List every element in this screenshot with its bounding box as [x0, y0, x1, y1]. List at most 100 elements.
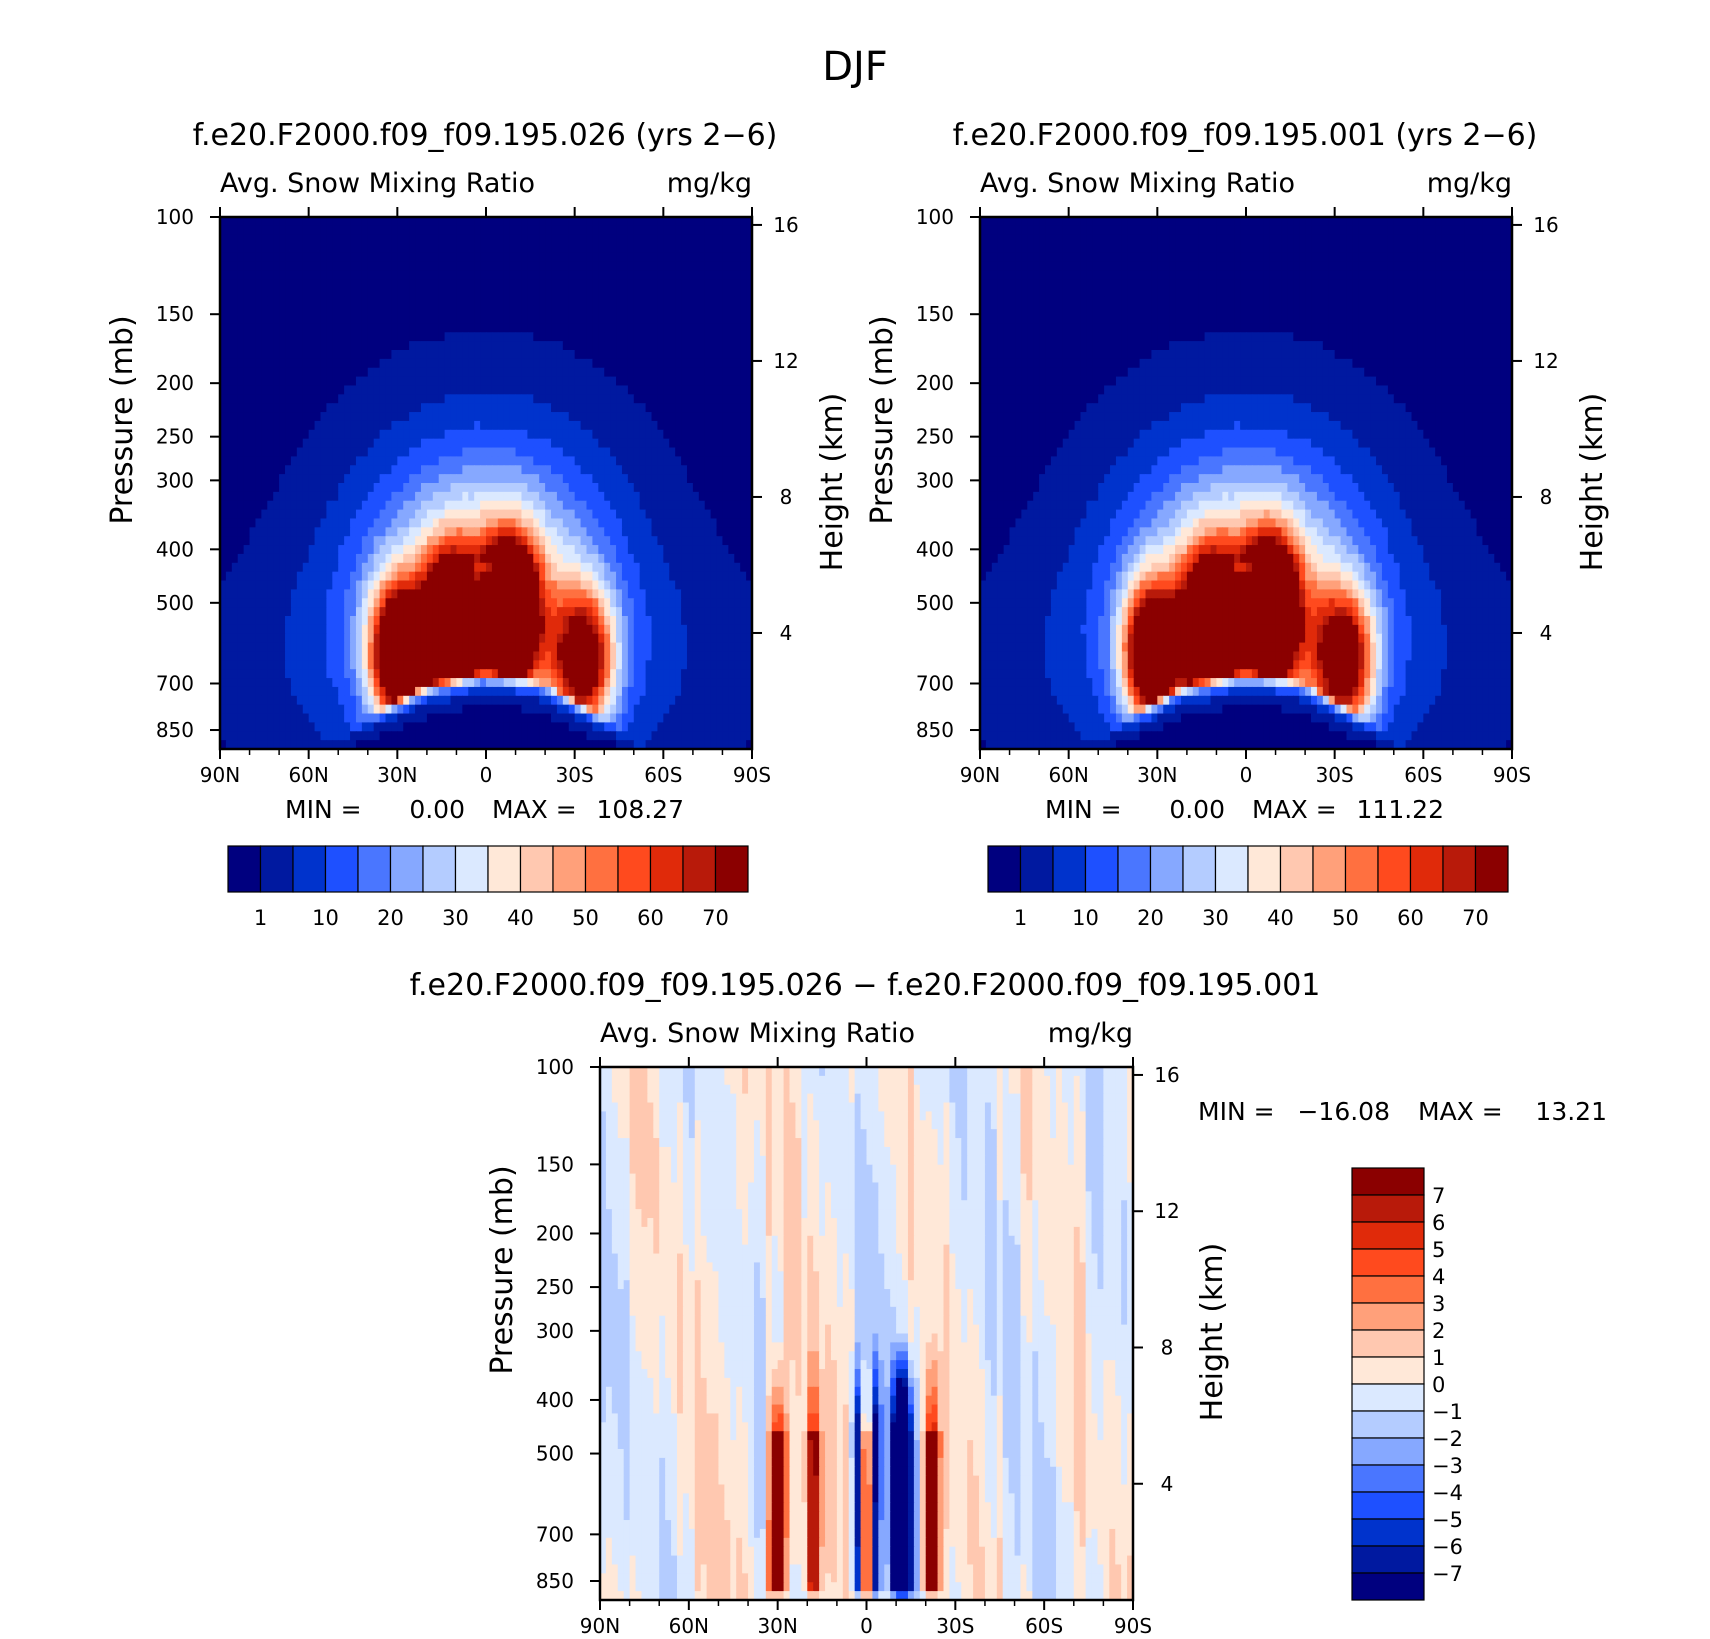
heatmap-cell	[332, 536, 339, 546]
heatmap-cell	[296, 305, 304, 316]
heatmap-cell	[675, 571, 682, 582]
heatmap-cell	[338, 358, 345, 369]
heatmap-cell	[332, 686, 339, 697]
heatmap-cell	[361, 616, 369, 626]
heatmap-cell	[462, 678, 469, 688]
heatmap-cell	[308, 429, 316, 440]
heatmap-cell	[432, 447, 440, 457]
heatmap-cell	[639, 616, 647, 626]
heatmap-cell	[302, 491, 310, 502]
heatmap-cell	[261, 243, 268, 254]
heatmap-cell	[332, 651, 339, 661]
heatmap-cell	[551, 323, 558, 333]
heatmap-cell	[533, 314, 540, 324]
heatmap-cell	[728, 420, 735, 431]
heatmap-cell	[627, 527, 635, 537]
heatmap-cell	[468, 474, 475, 484]
heatmap-cell	[515, 358, 523, 369]
heatmap-cell	[261, 669, 268, 679]
heatmap-cell	[397, 296, 404, 307]
heatmap-cell	[279, 252, 286, 262]
heatmap-cell	[444, 660, 452, 670]
heatmap-cell	[456, 438, 463, 449]
heatmap-cell	[580, 341, 588, 351]
heatmap-cell	[610, 376, 617, 387]
heatmap-cell	[450, 314, 458, 324]
heatmap-cell	[415, 607, 422, 617]
heatmap-cell	[237, 403, 245, 413]
heatmap-cell	[220, 580, 227, 590]
heatmap-cell	[438, 607, 446, 617]
heatmap-cell	[551, 686, 558, 697]
heatmap-cell	[692, 394, 700, 404]
heatmap-cell	[220, 314, 227, 324]
heatmap-cell	[231, 616, 239, 626]
heatmap-cell	[562, 545, 570, 555]
heatmap-cell	[497, 607, 505, 617]
heatmap-cell	[249, 598, 257, 608]
heatmap-cell	[267, 261, 274, 271]
heatmap-cell	[285, 536, 292, 546]
heatmap-cell	[261, 394, 268, 404]
heatmap-cell	[521, 438, 528, 449]
heatmap-cell	[361, 571, 369, 582]
heatmap-cell	[409, 633, 416, 644]
heatmap-cell	[462, 589, 469, 599]
heatmap-cell	[545, 686, 552, 697]
heatmap-cell	[556, 376, 564, 387]
heatmap-cell	[420, 660, 428, 670]
heatmap-cell	[592, 474, 599, 484]
heatmap-cell	[415, 624, 422, 635]
heatmap-cell	[350, 580, 357, 590]
heatmap-cell	[338, 553, 345, 564]
heatmap-cell	[681, 474, 688, 484]
heatmap-cell	[509, 376, 517, 387]
heatmap-cell	[651, 518, 659, 528]
heatmap-cell	[574, 225, 582, 236]
heatmap-cell	[716, 553, 724, 564]
heatmap-cell	[225, 562, 233, 573]
heatmap-cell	[598, 367, 605, 378]
heatmap-cell	[308, 287, 316, 298]
heatmap-cell	[610, 261, 617, 271]
heatmap-cell	[361, 305, 369, 316]
heatmap-cell	[444, 483, 452, 493]
heatmap-cell	[255, 385, 262, 395]
heatmap-cell	[698, 607, 706, 617]
heatmap-cell	[491, 270, 499, 280]
heatmap-cell	[574, 562, 582, 573]
heatmap-cell	[273, 350, 280, 360]
heatmap-cell	[468, 314, 475, 324]
heatmap-cell	[438, 678, 446, 688]
heatmap-cell	[616, 589, 623, 599]
heatmap-cell	[692, 217, 700, 227]
heatmap-cell	[562, 571, 570, 582]
heatmap-cell	[486, 412, 493, 422]
heatmap-cell	[633, 580, 641, 590]
heatmap-cell	[326, 500, 333, 511]
heatmap-cell	[527, 589, 534, 599]
heatmap-cell	[296, 607, 304, 617]
heatmap-cell	[379, 545, 387, 555]
heatmap-cell	[556, 660, 564, 670]
heatmap-cell	[249, 589, 257, 599]
heatmap-cell	[450, 491, 458, 502]
heatmap-cell	[686, 438, 694, 449]
heatmap-cell	[373, 376, 381, 387]
heatmap-cell	[568, 296, 576, 307]
heatmap-cell	[728, 234, 735, 245]
heatmap-cell	[350, 447, 357, 457]
heatmap-cell	[456, 367, 463, 378]
heatmap-cell	[627, 305, 635, 316]
heatmap-cell	[574, 243, 582, 254]
heatmap-cell	[740, 695, 747, 706]
heatmap-cell	[367, 456, 375, 466]
heatmap-cell	[409, 527, 416, 537]
heatmap-cell	[704, 456, 712, 466]
heatmap-cell	[551, 491, 558, 502]
heatmap-cell	[551, 341, 558, 351]
heatmap-cell	[290, 651, 298, 661]
heatmap-cell	[480, 217, 487, 227]
heatmap-cell	[302, 483, 310, 493]
heatmap-cell	[361, 350, 369, 360]
